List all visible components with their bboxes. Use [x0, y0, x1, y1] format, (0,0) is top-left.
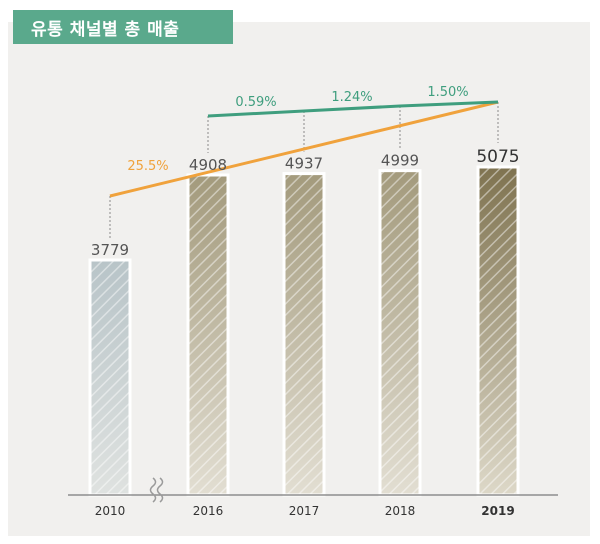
growth-label-green-2: 1.24%	[331, 90, 372, 105]
bar-2017	[282, 172, 326, 497]
x-tick-label-2016: 2016	[193, 504, 224, 518]
value-label-2010: 3779	[91, 241, 129, 259]
value-label-2016: 4908	[189, 156, 227, 174]
growth-label-orange: 25.5%	[127, 159, 168, 174]
axis-break-icon	[149, 477, 164, 503]
bar-2010	[88, 258, 132, 497]
growth-line-orange	[109, 100, 499, 198]
bar-2018	[378, 169, 422, 497]
x-tick-label-2018: 2018	[385, 504, 416, 518]
x-tick-label-2019: 2019	[481, 504, 514, 518]
growth-label-green-3: 1.50%	[427, 85, 468, 100]
value-label-2018: 4999	[381, 152, 419, 170]
value-label-2019: 5075	[476, 147, 519, 167]
x-tick-label-2010: 2010	[95, 504, 126, 518]
chart-title: 유통 채널별 총 매출	[13, 10, 233, 44]
value-label-2017: 4937	[285, 155, 323, 173]
growth-line-green	[207, 100, 499, 118]
bar-2019	[476, 165, 520, 497]
growth-label-green-1: 0.59%	[235, 95, 276, 110]
x-tick-label-2017: 2017	[289, 504, 320, 518]
bar-2016	[186, 173, 230, 497]
